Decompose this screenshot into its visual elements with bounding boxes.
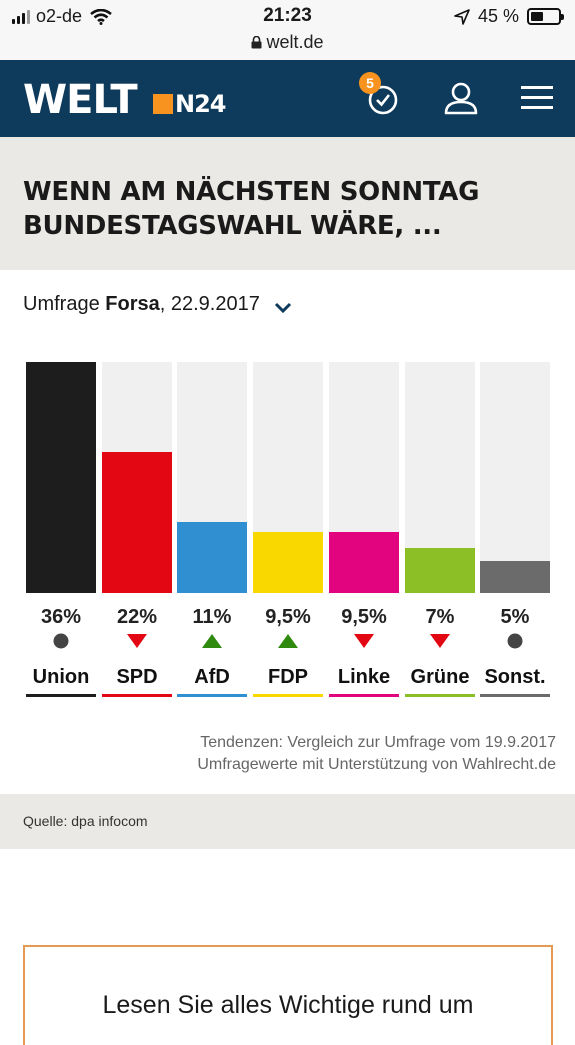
party-label-linke[interactable]: Linke bbox=[337, 666, 391, 688]
carrier-label: o2-de bbox=[36, 6, 83, 26]
bar-union[interactable] bbox=[26, 362, 96, 593]
notification-badge: 5 bbox=[359, 72, 381, 94]
party-label-sonst[interactable]: Sonst. bbox=[484, 666, 546, 688]
promo-box[interactable]: Lesen Sie alles Wichtige rund um bbox=[23, 945, 553, 1045]
value-label-spd: 22% bbox=[116, 606, 158, 628]
clock-check-icon bbox=[368, 85, 398, 115]
status-left: o2-de bbox=[12, 6, 112, 27]
value-label-sonst: 5% bbox=[500, 606, 530, 628]
battery-icon bbox=[527, 8, 564, 25]
wifi-icon bbox=[90, 8, 112, 25]
hamburger-icon bbox=[521, 86, 553, 109]
survey-date: , 22.9.2017 bbox=[159, 293, 260, 315]
party-underline-sonst bbox=[480, 694, 550, 697]
party-underline-spd bbox=[102, 694, 172, 697]
value-label-afd: 11% bbox=[192, 606, 232, 628]
clock-time: 21:23 bbox=[263, 5, 312, 26]
party-underline-linke bbox=[329, 694, 399, 697]
party-underline-grüne bbox=[405, 694, 475, 697]
tendency-note: Tendenzen: Vergleich zur Umfrage vom 19.… bbox=[200, 734, 556, 751]
trend-up-icon bbox=[253, 633, 323, 649]
trend-neutral-icon bbox=[480, 633, 550, 649]
support-note: Umfragewerte mit Unterstützung von Wahlr… bbox=[197, 756, 556, 773]
bar-track-linke bbox=[329, 362, 399, 593]
battery-percent: 45 % bbox=[477, 6, 519, 26]
page-title: WENN AM NÄCHSTEN SONNTAG BUNDESTAGSWAHL … bbox=[23, 177, 480, 241]
source-label: Quelle: dpa infocom bbox=[23, 813, 148, 829]
title-band: WENN AM NÄCHSTEN SONNTAG BUNDESTAGSWAHL … bbox=[0, 137, 575, 270]
trend-neutral-icon bbox=[26, 633, 96, 649]
party-underline-fdp bbox=[253, 694, 323, 697]
n24-square bbox=[153, 94, 173, 114]
value-label-grüne: 7% bbox=[425, 606, 455, 628]
bar-grüne[interactable] bbox=[405, 548, 475, 593]
party-label-grüne[interactable]: Grüne bbox=[410, 666, 470, 688]
signal-icon bbox=[12, 9, 30, 24]
bar-track-afd bbox=[177, 362, 247, 593]
history-button[interactable]: 5 bbox=[359, 72, 402, 118]
bar-spd[interactable] bbox=[102, 451, 172, 593]
survey-prefix: Umfrage bbox=[23, 293, 100, 315]
status-right: 45 % bbox=[454, 6, 564, 27]
bar-track-union bbox=[26, 362, 96, 593]
poll-chart: 36% Union 22% SPD 11% AfD 9,5% FDP 9,5% Linke 7% Gr… bbox=[0, 362, 575, 700]
bar-track-grüne bbox=[405, 362, 475, 593]
bar-sonst[interactable] bbox=[480, 560, 550, 593]
n24-logo[interactable]: N24 bbox=[153, 90, 226, 118]
survey-institute: Forsa bbox=[105, 293, 160, 315]
party-underline-afd bbox=[177, 694, 247, 697]
tendency-notes: Tendenzen: Vergleich zur Umfrage vom 19.… bbox=[197, 732, 556, 776]
value-label-fdp: 9,5% bbox=[265, 606, 311, 628]
party-label-union[interactable]: Union bbox=[32, 666, 90, 688]
account-button[interactable] bbox=[441, 78, 481, 118]
value-label-union: 36% bbox=[40, 606, 82, 628]
source-band: Quelle: dpa infocom bbox=[0, 794, 575, 849]
status-bar: o2-de 21:23 45 % welt.de bbox=[0, 0, 575, 60]
bar-linke[interactable] bbox=[329, 532, 399, 593]
bar-fdp[interactable] bbox=[253, 532, 323, 593]
chevron-down-icon[interactable] bbox=[274, 302, 292, 314]
trend-down-icon bbox=[329, 633, 399, 649]
bar-track-fdp bbox=[253, 362, 323, 593]
menu-button[interactable] bbox=[518, 78, 558, 118]
site-header: WELT N24 5 bbox=[0, 60, 575, 137]
party-underline-union bbox=[26, 694, 96, 697]
bar-afd[interactable] bbox=[177, 522, 247, 593]
url-bar[interactable]: welt.de bbox=[0, 32, 575, 53]
url-text: welt.de bbox=[266, 32, 324, 52]
user-icon bbox=[444, 82, 478, 115]
promo-text: Lesen Sie alles Wichtige rund um bbox=[102, 991, 474, 1019]
trend-up-icon bbox=[177, 633, 247, 649]
party-label-fdp[interactable]: FDP bbox=[268, 666, 308, 688]
party-label-spd[interactable]: SPD bbox=[116, 666, 158, 688]
bar-track-spd bbox=[102, 362, 172, 593]
welt-logo[interactable]: WELT bbox=[23, 77, 138, 123]
lock-icon bbox=[251, 35, 262, 49]
bar-track-sonst bbox=[480, 362, 550, 593]
survey-selector[interactable]: Umfrage Forsa, 22.9.2017 bbox=[23, 293, 292, 316]
trend-down-icon bbox=[102, 633, 172, 649]
trend-down-icon bbox=[405, 633, 475, 649]
location-arrow-icon bbox=[454, 8, 470, 25]
value-label-linke: 9,5% bbox=[341, 606, 387, 628]
party-label-afd[interactable]: AfD bbox=[194, 666, 230, 688]
